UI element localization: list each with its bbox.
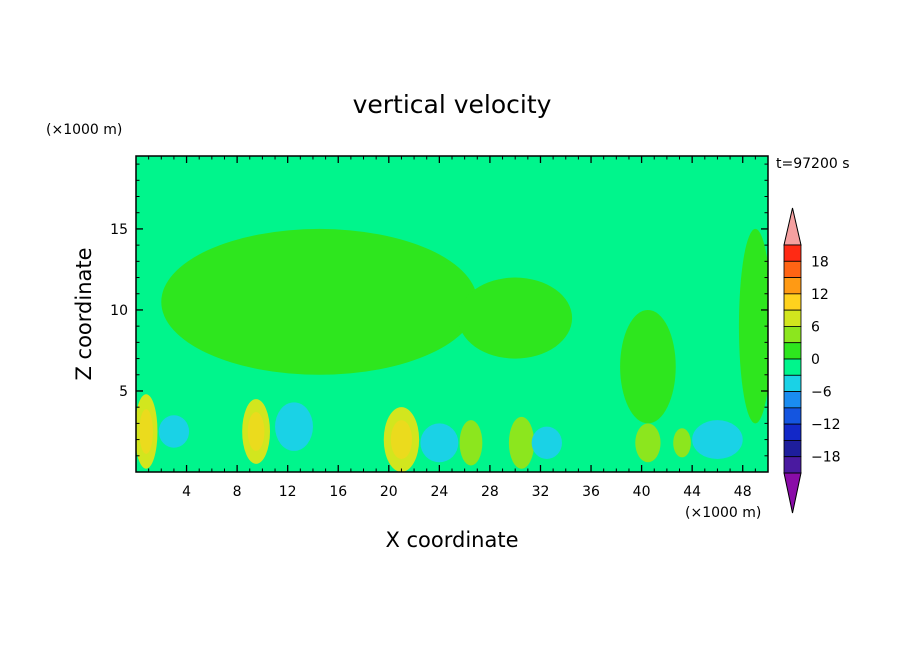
updraft-region-7 [459, 420, 483, 466]
colorbar: 18 12 6 0 −6 −12 −18 [783, 207, 841, 514]
updraft-core-5 [247, 412, 265, 451]
colorbar-label--6: −6 [811, 385, 832, 401]
x-tick-label-20: 20 [380, 484, 398, 500]
updraft-region-0 [161, 228, 478, 375]
contour-fields [136, 228, 768, 472]
x-tick-label-48: 48 [734, 484, 752, 500]
downdraft-region-14 [531, 426, 562, 460]
colorbar-label-6: 6 [811, 319, 820, 335]
downdraft-region-12 [158, 415, 190, 448]
x-axis-ticks: 4 8 12 16 20 24 28 32 36 40 44 48 [148, 156, 756, 500]
x-tick-label-8: 8 [233, 484, 242, 500]
colorbar-bottom-arrow [783, 472, 802, 514]
x-tick-label-24: 24 [430, 484, 448, 500]
y-axis-ticks: 5 10 15 [110, 163, 768, 457]
colorbar-top-arrow [783, 207, 802, 246]
colorbar-label-12: 12 [811, 287, 829, 303]
updraft-region-10 [673, 428, 691, 458]
x-tick-label-16: 16 [329, 484, 347, 500]
downdraft-region-11 [275, 402, 313, 451]
x-tick-label-28: 28 [481, 484, 499, 500]
downdraft-region-15 [692, 420, 743, 460]
x-tick-label-4: 4 [182, 484, 191, 500]
x-tick-label-12: 12 [279, 484, 297, 500]
updraft-core-4 [139, 409, 153, 454]
colorbar-swatch-1 [783, 260, 802, 278]
x-tick-label-40: 40 [633, 484, 651, 500]
colorbar-swatch-9 [783, 391, 802, 409]
downdraft-region-13 [420, 423, 459, 463]
updraft-core-6 [390, 420, 413, 460]
colorbar-swatch-4 [783, 309, 802, 327]
colorbar-label--12: −12 [811, 417, 841, 433]
x-tick-label-32: 32 [532, 484, 550, 500]
y-unit-label: (×1000 m) [46, 122, 122, 138]
colorbar-swatch-11 [783, 423, 802, 441]
time-label: t=97200 s [776, 156, 850, 172]
colorbar-swatch-0 [783, 244, 802, 262]
colorbar-swatch-2 [783, 277, 802, 295]
colorbar-swatch-7 [783, 358, 802, 376]
updraft-region-2 [620, 309, 676, 424]
colorbar-swatch-5 [783, 326, 802, 344]
updraft-region-9 [635, 423, 661, 463]
y-axis-label: Z coordinate [72, 247, 96, 380]
updraft-region-1 [458, 277, 573, 359]
colorbar-swatch-13 [783, 456, 802, 474]
colorbar-swatch-8 [783, 374, 802, 392]
x-unit-label: (×1000 m) [685, 505, 761, 521]
updraft-region-3 [738, 228, 768, 424]
colorbar-label-0: 0 [811, 352, 820, 368]
chart-title: vertical velocity [353, 90, 552, 119]
colorbar-swatch-12 [783, 440, 802, 458]
colorbar-swatch-10 [783, 407, 802, 425]
x-axis-label: X coordinate [385, 528, 518, 552]
y-tick-label-5: 5 [119, 384, 128, 400]
colorbar-swatch-3 [783, 293, 802, 311]
colorbar-label-18: 18 [811, 254, 829, 270]
x-tick-label-44: 44 [683, 484, 701, 500]
y-tick-label-10: 10 [110, 303, 128, 319]
colorbar-label--18: −18 [811, 450, 841, 466]
x-tick-label-36: 36 [582, 484, 600, 500]
colorbar-swatch-6 [783, 342, 802, 360]
updraft-region-8 [508, 416, 535, 469]
y-tick-label-15: 15 [110, 222, 128, 238]
